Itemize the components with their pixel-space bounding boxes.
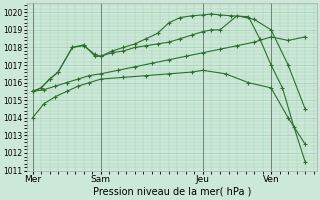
X-axis label: Pression niveau de la mer( hPa ): Pression niveau de la mer( hPa )	[92, 187, 251, 197]
